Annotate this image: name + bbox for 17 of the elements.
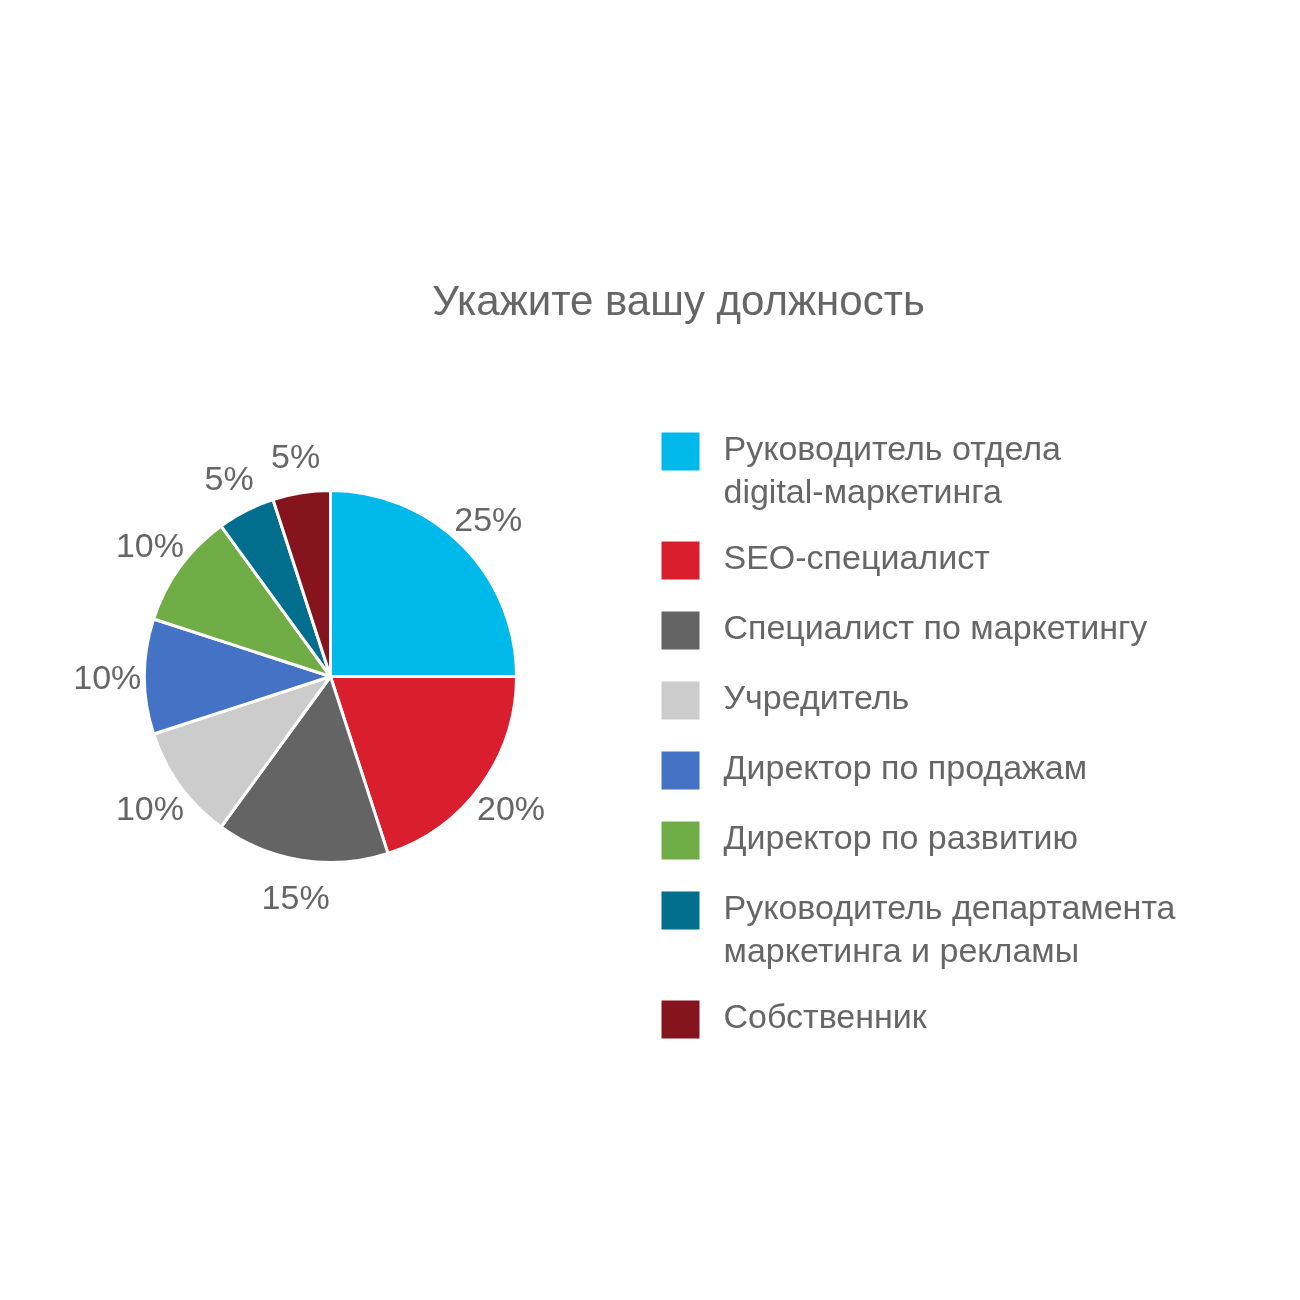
data-label: 15% xyxy=(261,877,330,916)
data-label: 5% xyxy=(204,458,254,497)
data-label: 10% xyxy=(115,788,184,827)
chart-title: Укажите вашу должность xyxy=(432,277,925,324)
data-label: 20% xyxy=(477,788,546,827)
legend-label: Директор по продажам xyxy=(723,747,1088,786)
legend-label: Директор по развитию xyxy=(723,817,1078,856)
data-label: 5% xyxy=(271,437,321,476)
legend-label: Руководитель отдела digital-маркетинга xyxy=(723,428,1062,511)
data-label: 25% xyxy=(454,499,523,538)
legend-label: Учредитель xyxy=(723,677,910,716)
legend-label: Специалист по маркетингу xyxy=(723,607,1148,646)
legend-label: Собственник xyxy=(723,996,928,1035)
data-label: 10% xyxy=(115,526,184,565)
legend-label: SEO-специалист xyxy=(723,537,990,576)
legend-label: Руководитель департамента маркетинга и рекламы xyxy=(723,887,1176,970)
data-label: 10% xyxy=(73,657,142,696)
